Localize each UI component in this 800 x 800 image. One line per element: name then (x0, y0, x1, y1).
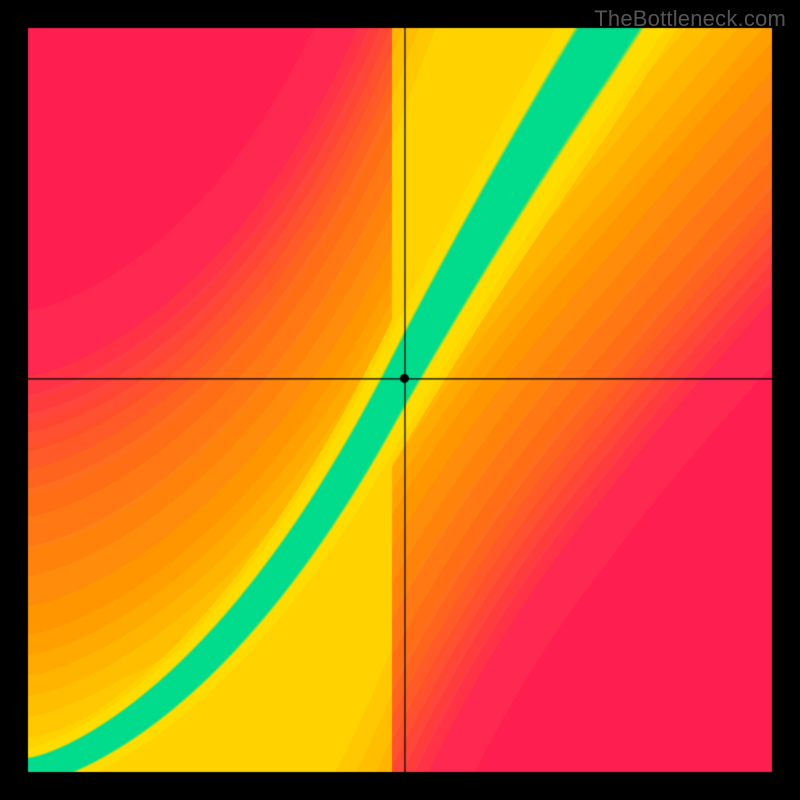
chart-container: TheBottleneck.com (0, 0, 800, 800)
watermark: TheBottleneck.com (594, 6, 786, 32)
bottleneck-heatmap (0, 0, 800, 800)
